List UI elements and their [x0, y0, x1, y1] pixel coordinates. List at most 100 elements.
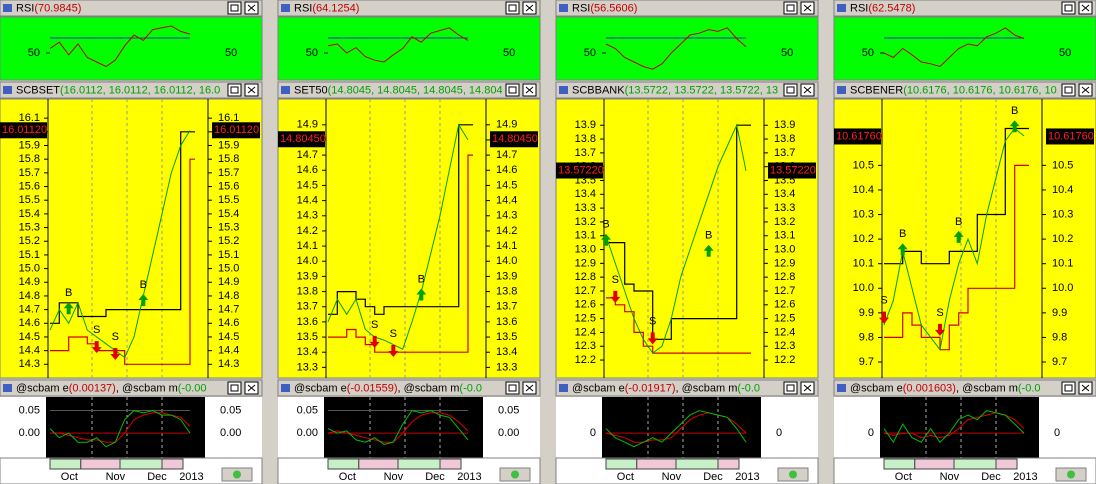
signal-label: S — [112, 331, 119, 343]
price-tick-label: 10.4 — [853, 184, 874, 196]
maximize-button[interactable] — [1061, 381, 1076, 395]
maximize-button[interactable] — [783, 83, 798, 97]
price-tick-label: 14.3 — [496, 210, 517, 222]
pane-title: @scbam e(-0.01559), @scbam m(-0.0 — [294, 382, 482, 394]
price-tick-label: 13.8 — [774, 133, 795, 145]
title-part: (-0.00 — [178, 382, 207, 394]
period-block — [883, 458, 916, 470]
price-tick-label: 14.5 — [297, 179, 318, 191]
price-tick-label: 16.1 — [218, 112, 239, 124]
pane-icon — [837, 4, 846, 12]
pane-title: SCBSET(16.0112, 16.0112, 16.0112, 16.0 — [16, 84, 220, 96]
period-block — [914, 458, 955, 470]
sell-arrow — [610, 290, 621, 303]
signal-label: S — [390, 328, 397, 340]
osc-axis-band — [1039, 397, 1096, 458]
close-icon — [803, 86, 812, 94]
title-part: (16.0112, 16.0112, 16.0112, 16.0 — [60, 84, 220, 96]
max-icon — [230, 86, 239, 94]
lower-band — [50, 158, 195, 365]
pane-title: @scbam e(0.001603), @scbam m(-0.0 — [850, 382, 1041, 394]
price-tick-label: 10.3 — [1052, 208, 1073, 220]
osc-tick-label: 0 — [1054, 427, 1060, 439]
osc-axis-band — [556, 397, 602, 458]
price-tick-label: 9.9 — [859, 307, 874, 319]
date-label: Dec — [425, 471, 445, 483]
price-tick-label: 10.2 — [1052, 233, 1073, 245]
title-part: (-0.0 — [1018, 382, 1041, 394]
price-tick-label: 13.3 — [774, 202, 795, 214]
price-tick-label: 15.2 — [218, 235, 239, 247]
pane-title: RSI(62.5478) — [850, 2, 915, 14]
price-tick-label: 12.5 — [774, 313, 795, 325]
title-part: (-0.01559) — [347, 382, 398, 394]
rsi-line — [49, 25, 191, 68]
sell-arrow — [110, 347, 121, 360]
last-price: 10.61760 — [836, 130, 882, 142]
signal-label: B — [65, 287, 72, 299]
title-part: @scbam e — [294, 382, 347, 394]
panel: RSI(56.5606) 50 50 SCBBANK(13.5722, 13.5722… — [555, 0, 819, 484]
close-line — [327, 123, 469, 350]
maximize-button[interactable] — [505, 1, 520, 15]
price-tick-label: 13.7 — [575, 147, 596, 159]
price-tick-label: 14.6 — [218, 317, 239, 329]
title-part: SCBSET — [16, 84, 60, 96]
last-price: 14.80450 — [492, 133, 538, 145]
maximize-button[interactable] — [227, 83, 242, 97]
buy-arrow — [897, 243, 908, 256]
last-price: 13.57220 — [770, 164, 816, 176]
lower-band — [606, 297, 751, 354]
close-icon — [247, 86, 256, 94]
osc-tick-label: 0.00 — [297, 427, 318, 439]
pane-title: SCBBANK(13.5722, 13.5722, 13.5722, 13 — [572, 84, 778, 96]
price-tick-label: 13.7 — [496, 301, 517, 313]
maximize-button[interactable] — [505, 83, 520, 97]
price-tick-label: 15.4 — [218, 208, 239, 220]
price-tick-label: 10.3 — [853, 208, 874, 220]
maximize-button[interactable] — [783, 1, 798, 15]
maximize-button[interactable] — [1061, 83, 1076, 97]
buy-arrow — [63, 302, 74, 315]
date-label: Nov — [106, 471, 126, 483]
date-label: 2013 — [735, 471, 759, 483]
price-tick-label: 13.4 — [774, 188, 795, 200]
last-price-box — [834, 128, 881, 145]
maximize-button[interactable] — [227, 381, 242, 395]
price-tick-label: 13.1 — [575, 230, 596, 242]
date-label: Nov — [384, 471, 404, 483]
price-tick-label: 14.9 — [297, 119, 318, 131]
price-tick-label: 14.3 — [19, 358, 40, 370]
title-part: , @scbam m — [398, 382, 460, 394]
price-tick-label: 13.5 — [297, 331, 318, 343]
price-tick-label: 14.6 — [19, 317, 40, 329]
maximize-button[interactable] — [1061, 1, 1076, 15]
price-tick-label: 13.2 — [575, 216, 596, 228]
max-icon — [508, 384, 517, 392]
title-bar — [555, 81, 819, 99]
max-icon — [1064, 384, 1073, 392]
maximize-button[interactable] — [227, 1, 242, 15]
period-block — [119, 458, 163, 470]
title-bar — [555, 379, 819, 397]
sell-arrow — [647, 332, 658, 345]
buy-arrow — [1009, 120, 1020, 133]
close-icon — [247, 384, 256, 392]
upper-band — [328, 124, 473, 315]
price-tick-label: 14.7 — [496, 149, 517, 161]
osc-tick-label: 0.00 — [19, 427, 40, 439]
title-bar — [833, 0, 1096, 17]
title-part: RSI — [294, 2, 312, 14]
osc-tick-label: 0.05 — [498, 404, 519, 416]
price-tick-label: 14.3 — [297, 210, 318, 222]
price-tick-label: 13.8 — [496, 285, 517, 297]
buy-arrow — [138, 294, 149, 306]
signal-label: B — [140, 279, 147, 291]
price-tick-label: 10.0 — [853, 282, 874, 294]
price-tick-label: 13.6 — [297, 316, 318, 328]
maximize-button[interactable] — [783, 381, 798, 395]
maximize-button[interactable] — [505, 381, 520, 395]
period-block — [675, 458, 719, 470]
title-part: (10.6176, 10.6176, 10.6176, 10.6 — [903, 84, 1066, 96]
price-tick-label: 9.8 — [1052, 331, 1067, 343]
